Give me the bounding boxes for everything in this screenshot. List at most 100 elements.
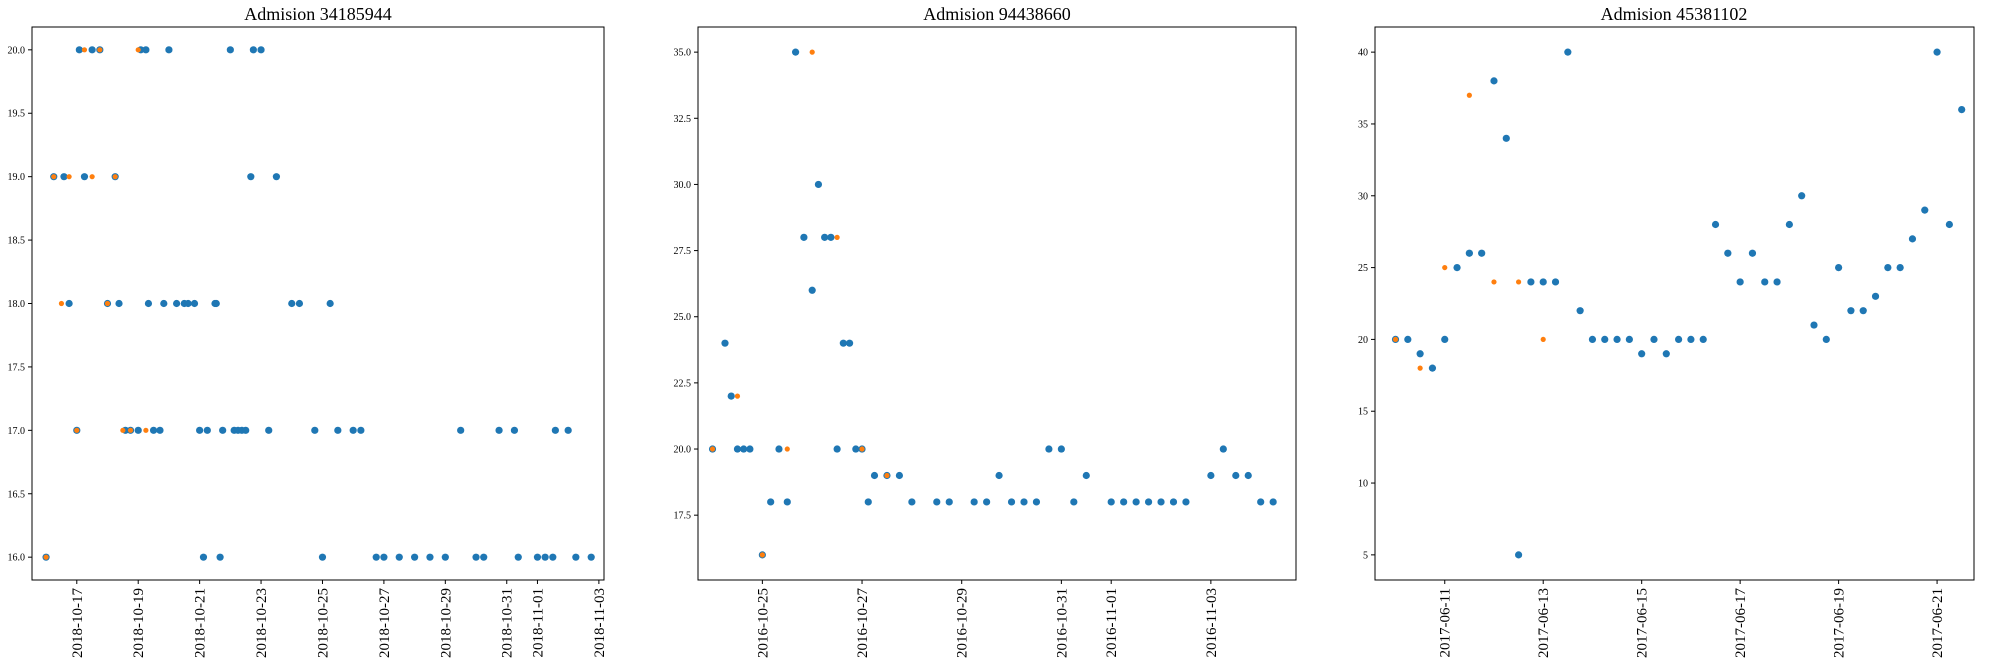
data-point-series-2 bbox=[884, 472, 890, 479]
data-point-series-1 bbox=[945, 498, 953, 506]
data-point-series-1 bbox=[142, 46, 150, 54]
ytick-label: 15 bbox=[1358, 407, 1368, 418]
ytick-label: 17.5 bbox=[8, 362, 26, 373]
xtick-label: 2018-10-29 bbox=[438, 588, 454, 658]
data-point-series-1 bbox=[1945, 220, 1953, 229]
xtick-label: 2017-06-21 bbox=[1930, 588, 1946, 658]
data-point-series-1 bbox=[1699, 335, 1707, 344]
data-point-series-1 bbox=[1244, 471, 1252, 480]
data-point-series-1 bbox=[895, 471, 904, 480]
data-point-series-1 bbox=[199, 553, 208, 561]
data-point-series-1 bbox=[1859, 307, 1867, 315]
data-point-series-1 bbox=[1020, 498, 1028, 506]
data-point-series-2 bbox=[74, 427, 80, 433]
ytick-label: 20.0 bbox=[674, 445, 692, 456]
data-point-series-1 bbox=[495, 426, 503, 434]
data-point-series-1 bbox=[480, 553, 488, 561]
data-point-series-2 bbox=[1417, 365, 1423, 371]
data-point-series-2 bbox=[43, 554, 49, 560]
data-point-series-2 bbox=[859, 446, 865, 452]
data-point-series-1 bbox=[740, 445, 748, 453]
data-point-series-1 bbox=[1662, 350, 1670, 358]
data-point-series-1 bbox=[247, 173, 255, 181]
plot-area bbox=[1374, 26, 1975, 581]
data-point-series-1 bbox=[1958, 105, 1966, 114]
subplot-title: Admision 45381102 bbox=[1601, 4, 1748, 24]
ytick-label: 30 bbox=[1358, 191, 1368, 202]
data-point-series-1 bbox=[1736, 278, 1744, 286]
data-point-series-2 bbox=[51, 174, 57, 180]
data-point-series-1 bbox=[472, 553, 480, 561]
ytick-label: 30.0 bbox=[674, 180, 692, 191]
data-point-series-1 bbox=[60, 173, 68, 181]
data-point-series-1 bbox=[1650, 335, 1658, 344]
data-point-series-1 bbox=[1514, 551, 1523, 559]
data-point-series-1 bbox=[203, 426, 211, 434]
data-point-series-1 bbox=[587, 553, 595, 561]
data-point-series-1 bbox=[1638, 350, 1646, 358]
data-point-series-1 bbox=[1169, 498, 1178, 506]
data-point-series-1 bbox=[457, 426, 465, 434]
data-point-series-2 bbox=[809, 49, 815, 55]
data-point-series-1 bbox=[1441, 335, 1449, 344]
subplot-3: Admision 45381102 5 10 15 20 25 30 35 40 2017-06… bbox=[1358, 4, 1975, 658]
ytick-label: 27.5 bbox=[674, 246, 692, 257]
data-point-series-1 bbox=[1132, 498, 1140, 506]
data-point-series-1 bbox=[265, 426, 273, 434]
data-point-series-2 bbox=[97, 47, 103, 53]
data-point-series-2 bbox=[734, 393, 741, 399]
data-point-series-1 bbox=[1835, 263, 1843, 272]
xtick-label: 2018-10-17 bbox=[70, 588, 86, 658]
data-point-series-1 bbox=[564, 426, 572, 434]
data-point-series-1 bbox=[839, 339, 847, 347]
data-point-series-1 bbox=[541, 553, 549, 561]
data-point-series-1 bbox=[1057, 445, 1065, 453]
data-point-series-1 bbox=[908, 498, 916, 506]
data-point-series-1 bbox=[833, 445, 841, 453]
data-point-series-1 bbox=[864, 498, 872, 506]
data-point-series-1 bbox=[212, 299, 220, 308]
data-point-series-1 bbox=[1157, 498, 1165, 506]
data-point-series-1 bbox=[1933, 48, 1941, 56]
data-point-series-1 bbox=[551, 426, 559, 434]
data-point-series-1 bbox=[1120, 498, 1128, 506]
data-point-series-1 bbox=[1564, 48, 1572, 56]
data-point-series-1 bbox=[1748, 249, 1757, 257]
data-point-series-1 bbox=[800, 233, 808, 241]
data-point-series-1 bbox=[514, 553, 522, 561]
data-point-series-1 bbox=[1822, 335, 1830, 344]
data-point-series-1 bbox=[1082, 471, 1090, 480]
data-point-series-1 bbox=[190, 299, 199, 308]
data-point-series-1 bbox=[983, 498, 991, 506]
data-point-series-1 bbox=[1182, 498, 1190, 506]
data-point-series-1 bbox=[933, 498, 941, 506]
ytick-label: 18.5 bbox=[8, 236, 26, 247]
data-point-series-2 bbox=[127, 427, 134, 433]
data-point-series-2 bbox=[66, 174, 72, 180]
data-point-series-1 bbox=[510, 426, 519, 434]
data-point-series-2 bbox=[120, 427, 126, 433]
xtick-label: 2017-06-11 bbox=[1438, 588, 1454, 657]
data-point-series-2 bbox=[1466, 92, 1472, 98]
data-point-series-1 bbox=[357, 426, 365, 434]
ytick-label: 10 bbox=[1358, 479, 1368, 490]
data-point-series-1 bbox=[767, 498, 775, 506]
data-point-series-1 bbox=[1007, 498, 1016, 506]
data-point-series-1 bbox=[1539, 278, 1547, 286]
data-point-series-1 bbox=[746, 445, 754, 453]
data-point-series-1 bbox=[326, 299, 334, 308]
data-point-series-1 bbox=[791, 48, 800, 56]
data-point-series-1 bbox=[1232, 471, 1240, 480]
data-point-series-1 bbox=[144, 299, 153, 308]
data-point-series-1 bbox=[808, 286, 816, 294]
data-point-series-1 bbox=[196, 426, 204, 434]
ytick-label: 20 bbox=[1358, 335, 1368, 346]
data-point-series-2 bbox=[135, 47, 141, 53]
data-point-series-2 bbox=[784, 446, 790, 452]
data-point-series-1 bbox=[372, 553, 380, 561]
data-point-series-1 bbox=[721, 339, 729, 347]
data-point-series-1 bbox=[216, 553, 224, 561]
data-point-series-1 bbox=[1527, 278, 1535, 286]
xtick-label: 2018-10-23 bbox=[254, 588, 270, 658]
